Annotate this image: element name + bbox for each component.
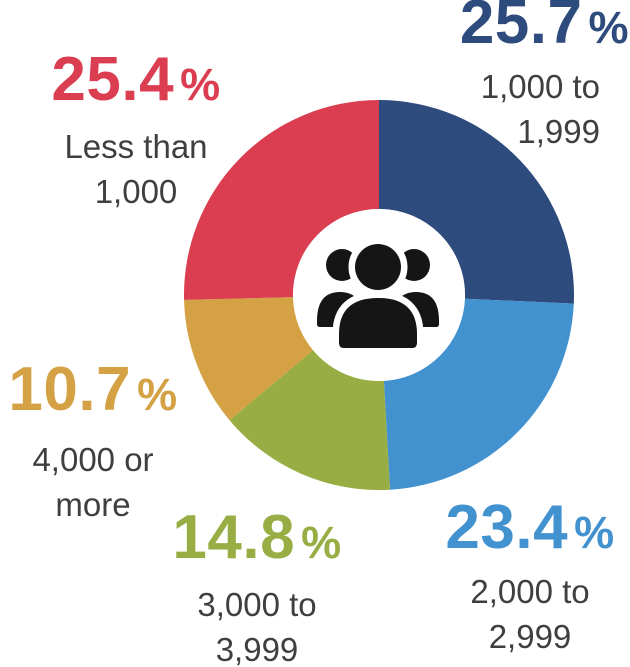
percent-value: 23.4% [430, 497, 630, 564]
donut-segment-2-000-to-2-999 [383, 298, 574, 490]
label-block-less-than-1000: 25.4% Less than 1,000 [16, 49, 256, 214]
label-block-1000-to-1999: 25.7% 1,000 to 1,999 [349, 0, 629, 154]
donut-segment-4-000-or-more [184, 297, 314, 421]
label-block-4000-or-more: 10.7% 4,000 or more [0, 359, 198, 527]
category-label: 4,000 or more [0, 438, 198, 527]
people-front-body [332, 291, 424, 355]
percent-number: 23.4 [445, 493, 569, 562]
percent-value: 10.7% [0, 359, 198, 426]
category-line: 2,000 to [470, 573, 590, 610]
category-line: 4,000 or [32, 441, 154, 478]
category-label: 1,000 to 1,999 [349, 65, 600, 154]
category-line: 3,999 [215, 630, 299, 667]
percent-sign: % [588, 2, 629, 53]
people-front-head [348, 237, 408, 297]
percent-sign: % [574, 507, 615, 558]
percent-sign: % [301, 517, 342, 568]
category-line: Less than [64, 128, 208, 165]
category-label: 2,000 to 2,999 [430, 570, 630, 659]
percent-number: 14.8 [172, 503, 296, 572]
category-line: 1,000 to [480, 68, 600, 105]
category-line: 1,000 [94, 172, 178, 210]
percent-number: 10.7 [8, 355, 132, 424]
percent-number: 25.7 [459, 0, 583, 57]
category-line: more [55, 485, 131, 523]
percent-number: 25.4 [51, 45, 175, 114]
people-group-icon [317, 237, 439, 355]
percent-value: 25.4% [16, 49, 256, 116]
category-line: 3,000 to [197, 586, 317, 623]
percent-value: 25.7% [349, 0, 629, 59]
label-block-3000-to-3999: 14.8% 3,000 to 3,999 [157, 507, 357, 667]
category-label: Less than 1,000 [16, 125, 256, 214]
donut-segment-1-000-to-1-999 [379, 100, 574, 304]
category-label: 3,000 to 3,999 [157, 583, 357, 667]
percent-value: 14.8% [157, 507, 357, 574]
donut-segments [183, 100, 574, 491]
donut-segment-less-than-1-000 [183, 100, 379, 300]
category-line: 1,999 [517, 112, 600, 150]
label-block-2000-to-2999: 23.4% 2,000 to 2,999 [430, 497, 630, 659]
category-line: 2,999 [488, 617, 572, 655]
percent-sign: % [137, 369, 178, 420]
percent-sign: % [180, 59, 221, 110]
donut-segment-3-000-to-3-999 [229, 350, 391, 491]
